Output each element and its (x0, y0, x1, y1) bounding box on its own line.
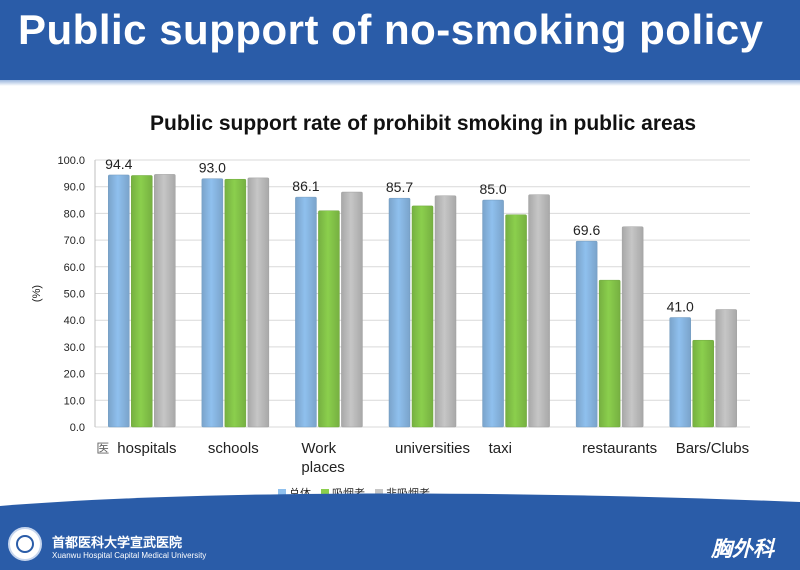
bar-smoker (131, 175, 153, 428)
data-label: 41.0 (667, 299, 694, 315)
bar-total (575, 240, 598, 428)
bar-total (388, 197, 411, 428)
bar-total (669, 317, 691, 428)
x-category-label: universities (395, 440, 470, 457)
bar-total (108, 174, 130, 428)
data-label: 86.1 (292, 178, 319, 194)
bar-smoker (598, 279, 621, 428)
bar-chart: 0.0 10.0 20.0 30.0 40.0 50.0 60.0 70.0 80.0 90.0 1… (31, 155, 750, 500)
bar-smoker (224, 178, 247, 428)
header-divider (0, 80, 800, 86)
header-bar: Public support of no-smoking policy (0, 0, 800, 80)
x-category-label: taxi (489, 440, 512, 457)
legend-swatch (321, 489, 329, 497)
y-tick-label: 40.0 (64, 315, 85, 327)
y-tick-label: 80.0 (64, 208, 85, 220)
y-tick-label: 90.0 (64, 182, 85, 194)
footer-wave (0, 493, 800, 518)
bar-smoker (505, 214, 527, 428)
data-label: 69.6 (573, 222, 600, 238)
x-category-label: Work places (301, 440, 344, 476)
x-category-label: restaurants (582, 440, 657, 457)
legend-swatch (278, 489, 286, 497)
bar-nonsmoker (715, 309, 737, 428)
data-label: 85.7 (386, 179, 413, 195)
footer-bar (0, 512, 800, 570)
department-name: 胸外科 (711, 538, 774, 561)
y-tick-label: 20.0 (64, 369, 85, 381)
x-category-label: schools (208, 440, 259, 457)
bar-total (295, 196, 317, 428)
y-tick-label: 0.0 (70, 422, 85, 434)
y-tick-label: 50.0 (64, 289, 85, 301)
university-logo (8, 527, 42, 561)
page-title: Public support of no-smoking policy (18, 6, 764, 53)
y-tick-label: 30.0 (64, 342, 85, 354)
bar-smoker (318, 210, 340, 428)
institution-name: 首都医科大学宣武医院 (52, 536, 183, 551)
bar-nonsmoker (434, 195, 457, 428)
bar-total (201, 178, 224, 428)
bar-nonsmoker (621, 226, 644, 428)
y-axis-label: (%) (31, 285, 43, 302)
chart-title: Public support rate of prohibit smoking … (150, 112, 697, 135)
data-label: 85.0 (479, 181, 506, 197)
data-label: 94.4 (105, 156, 132, 172)
bar-smoker (692, 339, 714, 428)
y-tick-label: 10.0 (64, 395, 85, 407)
bar-nonsmoker (528, 194, 550, 428)
x-category-label: Bars/Clubs (676, 440, 749, 457)
bar-total (482, 199, 504, 428)
data-label: 93.0 (199, 160, 226, 176)
legend-swatch (375, 489, 383, 497)
y-tick-label: 70.0 (64, 235, 85, 247)
bar-smoker (411, 205, 434, 428)
x-category-label: 医 hospitals (96, 440, 176, 457)
bar-nonsmoker (247, 177, 270, 428)
bar-nonsmoker (154, 174, 176, 428)
bar-nonsmoker (341, 191, 363, 428)
institution-name-english: Xuanwu Hospital Capital Medical Universi… (52, 551, 207, 560)
y-tick-label: 100.0 (57, 155, 85, 167)
y-tick-label: 60.0 (64, 262, 85, 274)
